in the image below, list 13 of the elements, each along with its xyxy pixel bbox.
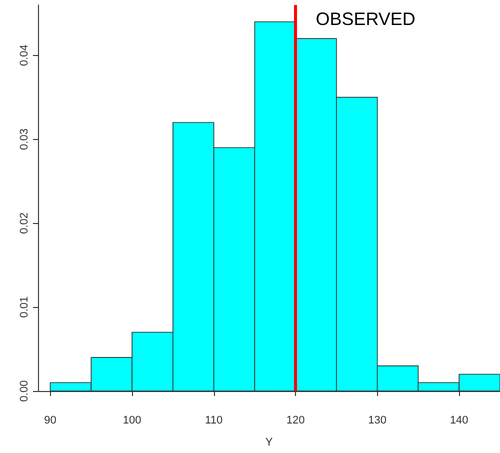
x-tick-label: 120 <box>286 414 305 426</box>
x-axis-title: Y <box>265 436 274 448</box>
x-tick-label: 130 <box>368 414 387 426</box>
y-tick-label: 0.02 <box>18 212 30 234</box>
x-tick-label: 100 <box>122 414 142 426</box>
x-tick-label: 110 <box>205 414 223 426</box>
x-tick-label: 140 <box>450 414 468 426</box>
ref-line-label: OBSERVED <box>316 9 416 29</box>
y-tick-label: 0.03 <box>18 128 30 150</box>
x-tick-label: 90 <box>44 414 56 426</box>
y-tick-label: 0.00 <box>18 380 30 402</box>
y-tick-label: 0.01 <box>18 296 30 318</box>
y-tick-label: 0.04 <box>18 44 30 66</box>
